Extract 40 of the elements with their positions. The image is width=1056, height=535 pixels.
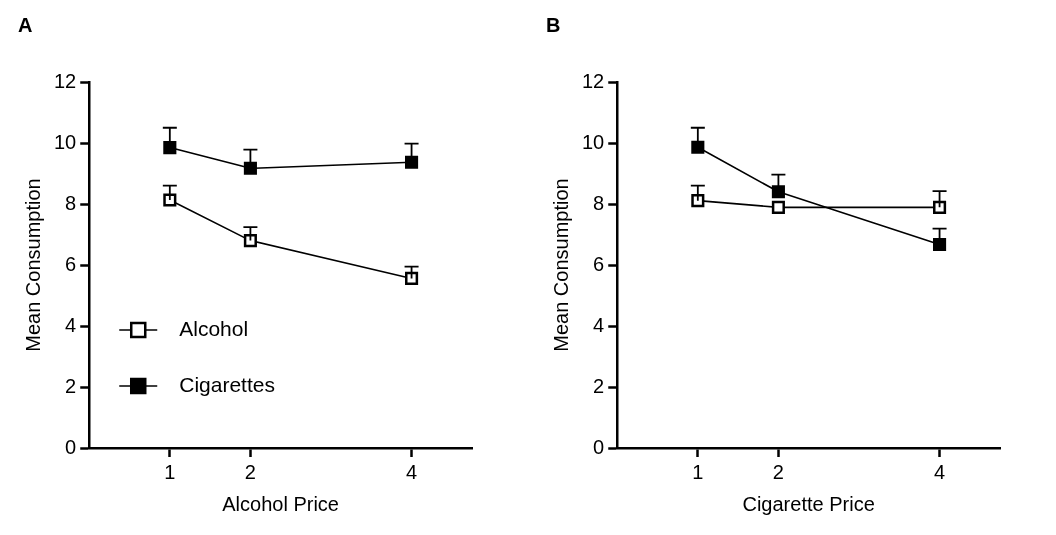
point [771, 185, 785, 199]
y-tick-label: 12 [54, 69, 77, 92]
y-tick-label: 0 [65, 435, 77, 458]
x-tick-label: 4 [934, 460, 946, 483]
y-tick-label: 2 [593, 374, 605, 397]
y-tick-label: 12 [582, 69, 605, 92]
point [163, 141, 177, 155]
x-tick-label: 2 [244, 460, 256, 483]
x-tick-label: 1 [692, 460, 704, 483]
point [405, 155, 419, 169]
point [405, 271, 419, 285]
x-tick-label: 2 [772, 460, 784, 483]
y-tick-label: 10 [54, 130, 77, 153]
legend-label: Cigarettes [179, 372, 275, 396]
y-tick-label: 8 [593, 191, 605, 214]
point [933, 200, 947, 214]
y-axis-title: Mean Consumption [549, 178, 572, 352]
chart-title: A [18, 13, 33, 36]
y-tick-label: 6 [65, 252, 77, 275]
legend-label: Alcohol [179, 316, 249, 340]
x-tick-label: 4 [406, 460, 418, 483]
point [691, 140, 705, 154]
chart-title: B [546, 13, 561, 36]
point [163, 193, 177, 207]
x-axis-title: Alcohol Price [222, 492, 339, 515]
y-tick-label: 8 [65, 191, 77, 214]
y-tick-label: 4 [65, 313, 77, 336]
point [691, 194, 705, 208]
y-axis-title: Mean Consumption [21, 178, 44, 352]
point [771, 200, 785, 214]
y-tick-label: 2 [65, 374, 77, 397]
y-tick-label: 4 [593, 313, 605, 336]
point [933, 238, 947, 252]
point [243, 234, 257, 248]
x-axis-title: Cigarette Price [742, 492, 875, 515]
y-tick-label: 0 [593, 435, 605, 458]
y-tick-label: 6 [593, 252, 605, 275]
point [243, 161, 257, 175]
x-tick-label: 1 [164, 460, 176, 483]
y-tick-label: 10 [582, 130, 605, 153]
